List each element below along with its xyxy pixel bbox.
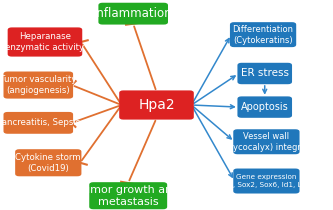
FancyBboxPatch shape: [233, 168, 300, 194]
FancyBboxPatch shape: [237, 96, 292, 118]
Text: Pancreatitis, Sepsis: Pancreatitis, Sepsis: [0, 118, 80, 127]
Text: ER stress: ER stress: [241, 68, 289, 79]
Text: Vessel wall
(glycocalyx) integrity: Vessel wall (glycocalyx) integrity: [222, 132, 311, 152]
FancyBboxPatch shape: [230, 22, 296, 47]
FancyBboxPatch shape: [119, 90, 194, 119]
FancyBboxPatch shape: [89, 182, 167, 209]
FancyBboxPatch shape: [15, 149, 81, 176]
Text: Cytokine storm
(Covid19): Cytokine storm (Covid19): [15, 153, 81, 173]
Text: Inflammation: Inflammation: [94, 7, 172, 20]
Text: Apoptosis: Apoptosis: [241, 102, 289, 112]
FancyBboxPatch shape: [4, 112, 73, 134]
FancyBboxPatch shape: [99, 3, 168, 25]
Text: Heparanase
enzymatic activity: Heparanase enzymatic activity: [5, 32, 85, 52]
Text: Hpa2: Hpa2: [138, 98, 175, 112]
FancyBboxPatch shape: [4, 71, 73, 98]
Text: Differentiation
(Cytokeratins): Differentiation (Cytokeratins): [232, 25, 294, 45]
Text: Tumor growth and
metastasis: Tumor growth and metastasis: [78, 185, 179, 207]
Text: Tumor vascularity
(angiogenesis): Tumor vascularity (angiogenesis): [0, 75, 77, 95]
FancyBboxPatch shape: [237, 63, 292, 84]
Text: Gene expression
(i.e., Sox2, Sox6, Id1, LOX): Gene expression (i.e., Sox2, Sox6, Id1, …: [219, 174, 314, 188]
FancyBboxPatch shape: [233, 129, 300, 154]
FancyBboxPatch shape: [8, 27, 82, 56]
